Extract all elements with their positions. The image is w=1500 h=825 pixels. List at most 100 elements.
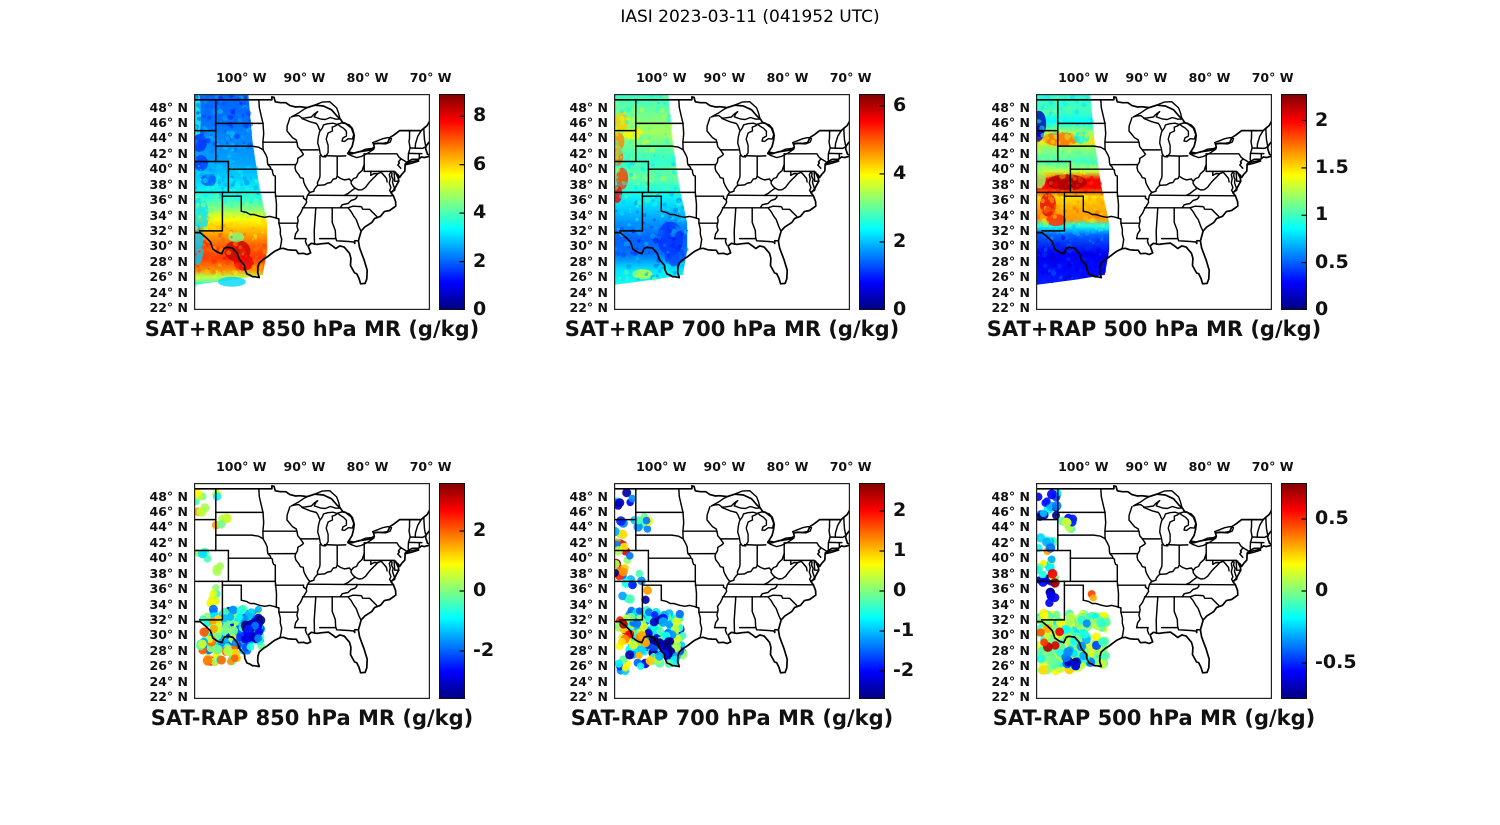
axes-box — [1036, 94, 1272, 310]
lon-tick-label: 90° W — [1125, 70, 1168, 85]
lat-tick-label: 24° N — [569, 673, 608, 689]
scatter-points — [194, 488, 266, 666]
lat-tick-label: 44° N — [149, 519, 188, 535]
lat-tick-label: 24° N — [991, 673, 1030, 689]
lat-tick-label: 34° N — [991, 207, 1030, 223]
lat-tick-label: 34° N — [569, 207, 608, 223]
lat-tick-label: 32° N — [991, 611, 1030, 627]
lon-tick-label: 90° W — [283, 70, 326, 85]
lat-tick-label: 32° N — [569, 611, 608, 627]
lon-tick-label: 80° W — [346, 70, 389, 85]
axes-box — [194, 94, 430, 310]
lat-tick-label: 36° N — [149, 192, 188, 208]
lat-tick-label: 40° N — [149, 161, 188, 177]
lat-tick-label: 24° N — [991, 284, 1030, 300]
panel-title-700-plus: SAT+RAP 700 hPa MR (g/kg) — [564, 317, 900, 341]
lat-tick-label: 38° N — [991, 565, 1030, 581]
lat-tick-label: 26° N — [569, 269, 608, 285]
lat-tick-label: 26° N — [991, 658, 1030, 674]
lat-tick-label: 28° N — [991, 642, 1030, 658]
lat-tick-label: 26° N — [569, 658, 608, 674]
map-canvas — [614, 94, 850, 310]
lat-tick-label: 34° N — [149, 207, 188, 223]
lat-tick-label: 42° N — [149, 145, 188, 161]
lat-tick-label: 40° N — [991, 550, 1030, 566]
figure-title: IASI 2023-03-11 (041952 UTC) — [620, 7, 880, 27]
lon-tick-label: 80° W — [346, 459, 389, 474]
lat-tick-label: 22° N — [991, 300, 1030, 316]
lat-tick-label: 44° N — [569, 519, 608, 535]
colorbar-tick-label: 2 — [1315, 108, 1329, 131]
lat-tick-label: 28° N — [149, 642, 188, 658]
colorbar — [439, 94, 465, 310]
colorbar-tick-label: -0.5 — [1315, 651, 1357, 673]
us-state-boundaries — [614, 96, 850, 285]
colorbar-tick-label: 1.5 — [1315, 155, 1349, 178]
lat-tick-label: 44° N — [991, 130, 1030, 146]
lat-tick-label: 38° N — [569, 176, 608, 192]
lat-tick-label: 22° N — [991, 689, 1030, 705]
colorbar-tick-label: -2 — [893, 659, 915, 681]
colorbar — [1281, 483, 1307, 699]
colorbar-tick-label: 1 — [1315, 203, 1329, 226]
colorbar-tick-label: 8 — [473, 104, 487, 127]
lat-tick-label: 26° N — [149, 269, 188, 285]
colorbar-tick-label: -1 — [893, 619, 915, 641]
lon-tick-label: 90° W — [1125, 459, 1168, 474]
map-canvas — [1036, 483, 1272, 699]
lat-tick-label: 30° N — [569, 627, 608, 643]
lat-tick-label: 46° N — [149, 114, 188, 130]
lat-tick-label: 34° N — [991, 596, 1030, 612]
colorbar-tick-label: 0 — [473, 298, 487, 320]
colorbar-tick-label: 0.5 — [1315, 250, 1349, 273]
lat-tick-label: 46° N — [991, 503, 1030, 519]
lon-tick-label: 90° W — [283, 459, 326, 474]
lat-tick-label: 42° N — [991, 534, 1030, 550]
lat-tick-label: 32° N — [149, 222, 188, 238]
lat-tick-label: 36° N — [569, 192, 608, 208]
lat-tick-label: 34° N — [569, 596, 608, 612]
lat-tick-label: 30° N — [991, 238, 1030, 254]
lon-tick-label: 80° W — [1188, 459, 1231, 474]
lon-tick-label: 80° W — [766, 70, 809, 85]
colorbar-tick-label: 0 — [1315, 298, 1329, 320]
panel-title-500-plus: SAT+RAP 500 hPa MR (g/kg) — [986, 317, 1322, 341]
lon-tick-label: 70° W — [829, 70, 872, 85]
colorbar — [859, 483, 885, 699]
us-state-boundaries — [1036, 485, 1272, 674]
lat-tick-label: 46° N — [569, 114, 608, 130]
lat-tick-label: 44° N — [991, 519, 1030, 535]
map-canvas — [614, 483, 850, 699]
lat-tick-label: 24° N — [149, 284, 188, 300]
colorbar-tick-label: 2 — [893, 229, 907, 252]
lon-tick-label: 100° W — [636, 459, 687, 474]
lat-tick-label: 28° N — [149, 253, 188, 269]
lat-tick-label: 46° N — [991, 114, 1030, 130]
colorbar-tick-label: 0 — [1315, 579, 1329, 601]
lon-tick-label: 80° W — [1188, 70, 1231, 85]
lat-tick-label: 38° N — [149, 176, 188, 192]
lat-tick-label: 30° N — [149, 238, 188, 254]
lat-tick-label: 42° N — [991, 145, 1030, 161]
lat-tick-label: 42° N — [569, 534, 608, 550]
colorbar — [859, 94, 885, 310]
colorbar-tick-label: 4 — [473, 201, 487, 224]
lat-tick-label: 28° N — [569, 642, 608, 658]
lat-tick-label: 36° N — [569, 581, 608, 597]
panel-title-700-diff: SAT-RAP 700 hPa MR (g/kg) — [570, 706, 894, 730]
lat-tick-label: 34° N — [149, 596, 188, 612]
lat-tick-label: 26° N — [149, 658, 188, 674]
axes-box — [194, 483, 430, 699]
lat-tick-label: 30° N — [569, 238, 608, 254]
lon-tick-label: 90° W — [703, 70, 746, 85]
lat-tick-label: 36° N — [991, 192, 1030, 208]
colorbar-tick-label: 2 — [893, 499, 907, 521]
lat-tick-label: 36° N — [991, 581, 1030, 597]
lat-tick-label: 22° N — [569, 300, 608, 316]
lat-tick-label: 38° N — [991, 176, 1030, 192]
